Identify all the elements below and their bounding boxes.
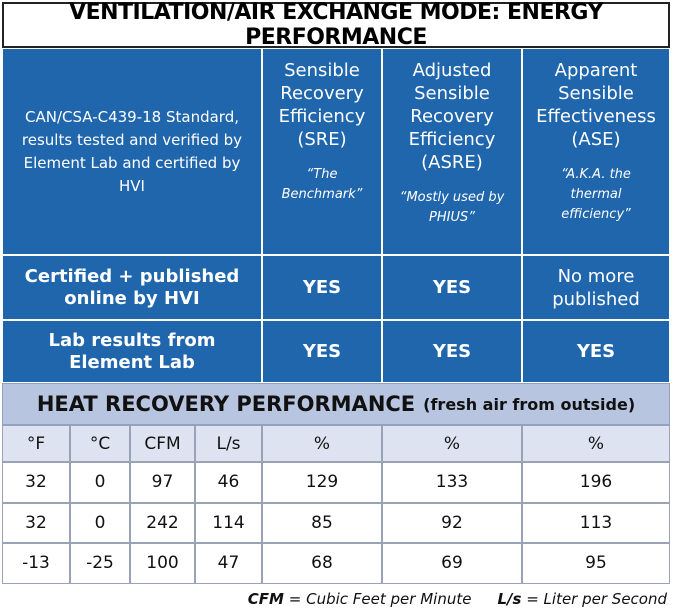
footnote-term: CFM bbox=[247, 590, 284, 608]
data-cell: 0 bbox=[70, 502, 130, 543]
footnote-term: L/s bbox=[497, 590, 522, 608]
row-value: No more published bbox=[552, 265, 640, 310]
data-cell: 32 bbox=[2, 462, 70, 503]
section-subtitle: (fresh air from outside) bbox=[423, 394, 636, 414]
data-cell: 47 bbox=[195, 543, 262, 584]
data-cell: 129 bbox=[262, 462, 382, 503]
column-name: Apparent Sensible Effectiveness (ASE) bbox=[536, 60, 656, 150]
column-name: Adjusted Sensible Recovery Efficiency (A… bbox=[408, 60, 496, 173]
column-note: “A.K.A. the thermal efficiency” bbox=[561, 167, 631, 222]
header-cell: Apparent Sensible Effectiveness (ASE) “A.… bbox=[522, 48, 670, 255]
data-cell: -13 bbox=[2, 543, 70, 584]
row-value-cell: YES bbox=[382, 255, 522, 320]
section-header: HEAT RECOVERY PERFORMANCE (fresh air from… bbox=[2, 383, 670, 425]
row-value-cell: YES bbox=[262, 255, 382, 320]
data-cell: 0 bbox=[70, 462, 130, 503]
row-label: Lab results from Element Lab bbox=[48, 329, 216, 373]
row-value: YES bbox=[432, 341, 472, 362]
column-note: “The Benchmark” bbox=[281, 167, 363, 202]
unit-cell: % bbox=[262, 425, 382, 462]
unit-cell: % bbox=[522, 425, 670, 462]
data-cell: 97 bbox=[130, 462, 195, 503]
row-value-cell: YES bbox=[522, 320, 670, 383]
data-cell: 92 bbox=[382, 502, 522, 543]
row-value: YES bbox=[302, 341, 342, 362]
footnote-definition: = Cubic Feet per Minute bbox=[288, 590, 472, 608]
column-name: Sensible Recovery Efficiency (SRE) bbox=[278, 60, 366, 150]
header-cell: CAN/CSA-C439-18 Standard, results tested… bbox=[2, 48, 262, 255]
section-title: HEAT RECOVERY PERFORMANCE bbox=[36, 392, 416, 416]
unit-cell: °C bbox=[70, 425, 130, 462]
title: VENTILATION/AIR EXCHANGE MODE: ENERGY PE… bbox=[2, 0, 670, 50]
row-value-cell: YES bbox=[262, 320, 382, 383]
row-label-cell: Certified + published online by HVI bbox=[2, 255, 262, 320]
row-value: YES bbox=[302, 277, 342, 298]
data-cell: 100 bbox=[130, 543, 195, 584]
row-value: YES bbox=[576, 341, 616, 362]
row-value: YES bbox=[432, 277, 472, 298]
footnote-item: L/s = Liter per Second bbox=[497, 590, 667, 608]
row-label-cell: Lab results from Element Lab bbox=[2, 320, 262, 383]
footnote-definition: = Liter per Second bbox=[526, 590, 667, 608]
header-cell: Sensible Recovery Efficiency (SRE) “The B… bbox=[262, 48, 382, 255]
footnote-item: CFM = Cubic Feet per Minute bbox=[248, 590, 472, 608]
data-cell: 242 bbox=[130, 502, 195, 543]
data-cell: 133 bbox=[382, 462, 522, 503]
column-note: “Mostly used by PHIUS” bbox=[399, 190, 505, 225]
unit-cell: L/s bbox=[195, 425, 262, 462]
data-cell: 196 bbox=[522, 462, 670, 503]
data-cell: -25 bbox=[70, 543, 130, 584]
data-cell: 32 bbox=[2, 502, 70, 543]
row-label: Certified + published online by HVI bbox=[24, 265, 240, 309]
data-cell: 95 bbox=[522, 543, 670, 584]
header-cell: Adjusted Sensible Recovery Efficiency (A… bbox=[382, 48, 522, 255]
data-cell: 114 bbox=[195, 502, 262, 543]
description: CAN/CSA-C439-18 Standard, results tested… bbox=[21, 107, 243, 195]
footnote: CFM = Cubic Feet per Minute L/s = Liter p… bbox=[248, 590, 667, 608]
unit-cell: CFM bbox=[130, 425, 195, 462]
data-cell: 69 bbox=[382, 543, 522, 584]
data-cell: 68 bbox=[262, 543, 382, 584]
row-value-cell: No more published bbox=[522, 255, 670, 320]
unit-cell: % bbox=[382, 425, 522, 462]
unit-cell: °F bbox=[2, 425, 70, 462]
data-cell: 85 bbox=[262, 502, 382, 543]
data-cell: 46 bbox=[195, 462, 262, 503]
data-cell: 113 bbox=[522, 502, 670, 543]
row-value-cell: YES bbox=[382, 320, 522, 383]
